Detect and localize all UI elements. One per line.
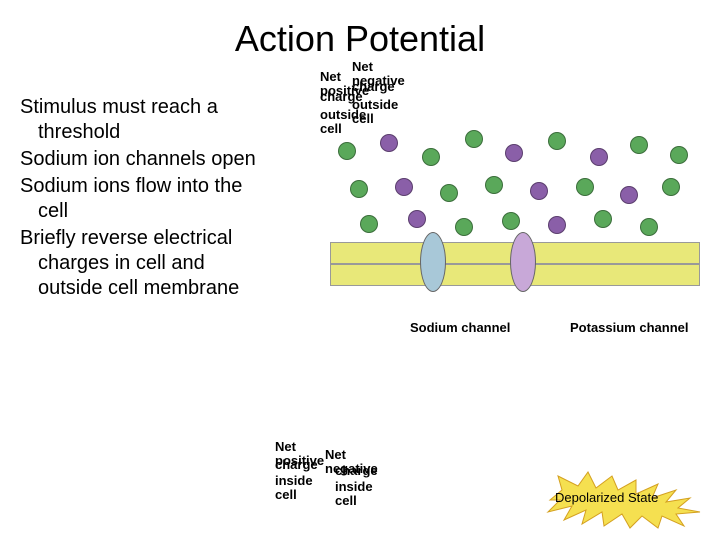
bottom-label-line4: charge [335,464,378,478]
potassium-ion [380,134,398,152]
sodium-ion [465,130,483,148]
body-para-4: Briefly reverse electrical charges in ce… [20,226,260,301]
sodium-ion [422,148,440,166]
body-text-block: Stimulus must reach a threshold Sodium i… [20,95,260,303]
starburst-label: Depolarized State [555,490,658,505]
sodium-ion [548,132,566,150]
potassium-channel [510,232,536,292]
potassium-channel-label: Potassium channel [570,320,688,335]
sodium-channel-label: Sodium channel [410,320,510,335]
body-para-1: Stimulus must reach a threshold [20,95,260,145]
sodium-ion [670,146,688,164]
potassium-ion [395,178,413,196]
membrane-diagram [330,130,700,310]
potassium-ion [548,216,566,234]
bottom-label-line6: inside cell [335,480,373,507]
bottom-label-line3: charge [275,458,318,472]
sodium-ion [360,215,378,233]
page-title: Action Potential [0,18,720,60]
sodium-ion [576,178,594,196]
potassium-ion [505,144,523,162]
sodium-ion [350,180,368,198]
bottom-label-line5: inside cell [275,474,313,501]
sodium-ion [640,218,658,236]
potassium-ion [590,148,608,166]
sodium-channel [420,232,446,292]
sodium-ion [594,210,612,228]
sodium-ion [338,142,356,160]
sodium-ion [662,178,680,196]
body-para-3: Sodium ions flow into the cell [20,174,260,224]
potassium-ion [620,186,638,204]
sodium-ion [440,184,458,202]
sodium-ion [485,176,503,194]
sodium-ion [630,136,648,154]
sodium-ion [502,212,520,230]
sodium-ion [455,218,473,236]
body-para-2: Sodium ion channels open [20,147,260,172]
potassium-ion [530,182,548,200]
potassium-ion [408,210,426,228]
